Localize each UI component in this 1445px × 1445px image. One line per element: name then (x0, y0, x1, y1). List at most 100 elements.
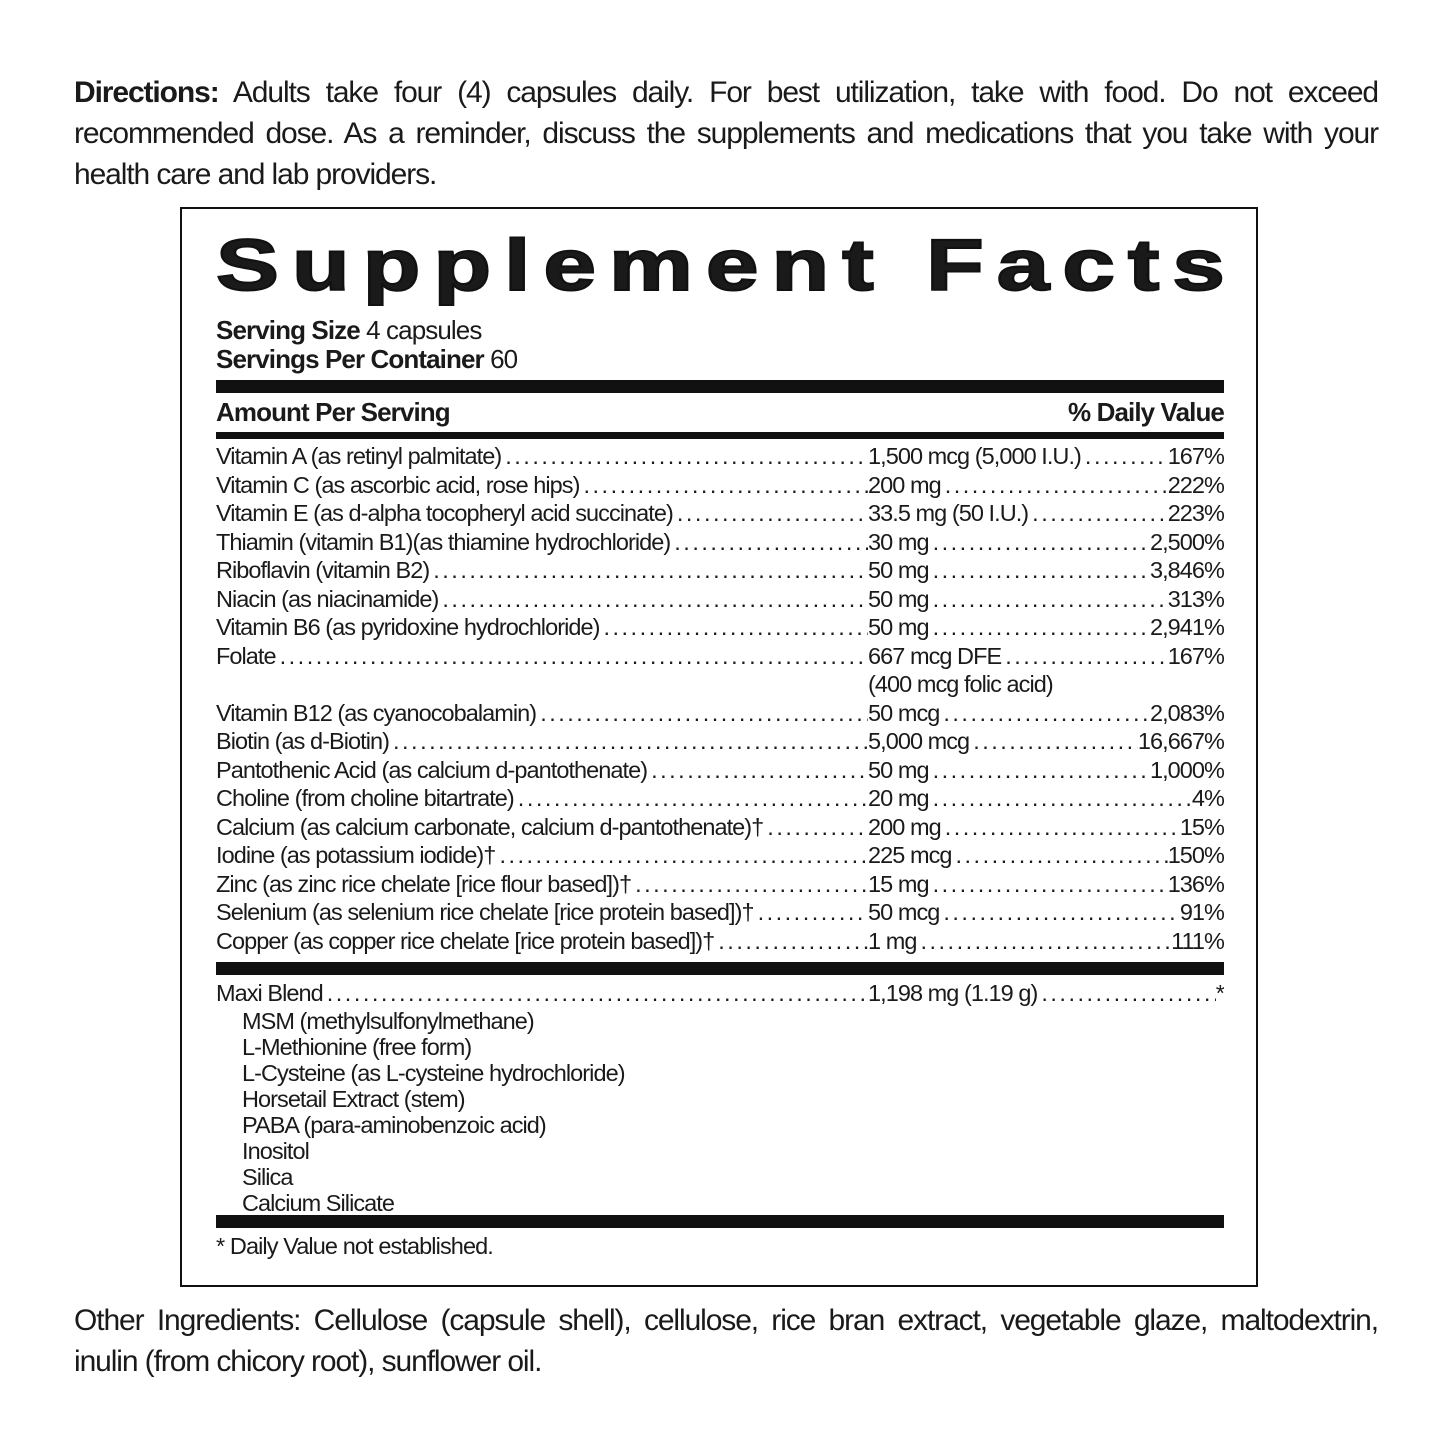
nutrient-row: Choline (from choline bitartrate) 20 mg 4% (216, 784, 1224, 813)
nutrient-amount: 200 mg (868, 471, 942, 498)
nutrient-row: Thiamin (vitamin B1)(as thiamine hydroch… (216, 528, 1224, 557)
nutrient-row-continued: (400 mcg folic acid) (216, 670, 1224, 699)
nutrient-name: Thiamin (vitamin B1)(as thiamine hydroch… (216, 528, 671, 555)
nutrient-row: Copper (as copper rice chelate [rice pro… (216, 927, 1224, 956)
other-ingredients: Other Ingredients: Cellulose (capsule sh… (74, 1304, 1379, 1378)
servings-count: 60 (483, 344, 518, 374)
nutrient-rows: Vitamin A (as retinyl palmitate) 1,500 mc… (216, 442, 1224, 955)
dv-header: % Daily Value (1068, 397, 1225, 427)
nutrient-dv: 4% (1191, 785, 1224, 811)
blend-name: Maxi Blend (216, 980, 324, 1006)
column-header: Amount Per Serving % Daily Value (216, 397, 1225, 428)
nutrient-amount: 50 mg (868, 585, 930, 612)
nutrient-amount: 1,500 mcg (5,000 I.U.) (868, 443, 1082, 469)
nutrient-row: Folate 667 mcg DFE 167% (216, 642, 1224, 671)
panel-title: Supplement Facts (215, 225, 1238, 307)
nutrient-dv: 1,000% (1149, 756, 1224, 783)
nutrient-name: Vitamin B12 (as cyanocobalamin) (216, 699, 537, 726)
nutrient-amount: 33.5 mg (50 I.U.) (868, 500, 1029, 526)
serving-info: Serving Size 4 capsules Servings Per Con… (216, 316, 1224, 374)
nutrient-dv: 15% (1179, 813, 1224, 840)
nutrient-row: Vitamin E (as d-alpha tocopheryl acid su… (216, 499, 1224, 528)
nutrient-name: Calcium (as calcium carbonate, calcium d… (216, 813, 764, 840)
nutrient-dv: 313% (1167, 585, 1224, 612)
nutrient-amount: 5,000 mcg (868, 728, 970, 754)
nutrient-name: Riboflavin (vitamin B2) (216, 557, 430, 583)
directions-text: Directions: Adults take four (4) capsule… (74, 72, 1379, 195)
nutrient-dv: 91% (1179, 899, 1224, 925)
nutrient-row: Zinc (as zinc rice chelate [rice flour b… (216, 870, 1224, 899)
amount-header: Amount Per Serving (216, 397, 451, 427)
nutrient-dv: 222% (1167, 471, 1224, 498)
directions-body: Adults take four (4) capsules daily. For… (74, 76, 1379, 191)
nutrient-name: Zinc (as zinc rice chelate [rice flour b… (216, 870, 632, 897)
nutrient-row: Vitamin B12 (as cyanocobalamin) 50 mcg 2,0… (216, 699, 1224, 728)
serving-size-label: Serving Size (216, 315, 361, 345)
blend-ingredient: Inositol (242, 1137, 310, 1164)
nutrient-amount: 50 mg (868, 557, 930, 583)
nutrient-row: Vitamin A (as retinyl palmitate) 1,500 mc… (216, 442, 1224, 471)
nutrient-row: Pantothenic Acid (as calcium d-pantothen… (216, 756, 1224, 785)
nutrient-dv: 2,500% (1149, 528, 1224, 555)
nutrient-name: Iodine (as potassium iodide)† (216, 842, 496, 868)
nutrient-amount: 50 mcg (868, 699, 940, 726)
nutrient-dv: 167% (1167, 642, 1224, 669)
blend-ingredient: MSM (methylsulfonylmethane) (242, 1007, 535, 1034)
blend-dv: * (1215, 980, 1224, 1006)
nutrient-row: Riboflavin (vitamin B2) 50 mg 3,846% (216, 556, 1224, 585)
blend-ingredient: Silica (242, 1163, 293, 1190)
nutrient-name: Vitamin E (as d-alpha tocopheryl acid su… (216, 500, 674, 526)
nutrient-amount: 15 mg (868, 870, 930, 897)
nutrient-amount: 50 mg (868, 756, 930, 783)
nutrient-dv: 16,667% (1137, 728, 1224, 754)
nutrient-name: Vitamin B6 (as pyridoxine hydrochloride) (216, 614, 600, 640)
nutrient-name: Niacin (as niacinamide) (216, 585, 439, 612)
nutrient-row: Vitamin C (as ascorbic acid, rose hips) 2… (216, 471, 1224, 500)
nutrient-row: Selenium (as selenium rice chelate [rice… (216, 898, 1224, 927)
nutrient-row: Calcium (as calcium carbonate, calcium d… (216, 813, 1224, 842)
divider-medium (216, 432, 1224, 439)
nutrient-row: Niacin (as niacinamide) 50 mg 313% (216, 585, 1224, 614)
nutrient-amount: 225 mcg (868, 842, 952, 868)
nutrient-name: Pantothenic Acid (as calcium d-pantothen… (216, 756, 648, 783)
nutrient-row: Vitamin B6 (as pyridoxine hydrochloride)… (216, 613, 1224, 642)
divider-thick (216, 380, 1224, 393)
serving-size: 4 capsules (359, 315, 482, 345)
nutrient-row: Biotin (as d-Biotin) 5,000 mcg 16,667% (216, 727, 1224, 756)
nutrient-name: Choline (from choline bitartrate) (216, 785, 515, 811)
nutrient-name: Selenium (as selenium rice chelate [rice… (216, 899, 755, 925)
nutrient-amount: 1 mg (868, 927, 917, 954)
supplement-facts-panel: Supplement Facts Serving Size 4 capsules… (180, 207, 1258, 1287)
nutrient-name: Vitamin A (as retinyl palmitate) (216, 443, 502, 469)
blend-ingredient: Horsetail Extract (stem) (242, 1085, 466, 1112)
nutrient-dv: 136% (1167, 870, 1224, 897)
nutrient-dv: 3,846% (1149, 557, 1224, 583)
nutrient-dv: 2,083% (1149, 699, 1224, 726)
directions-label: Directions: (74, 76, 220, 109)
blend-row: Maxi Blend 1,198 mg (1.19 g) * (216, 979, 1224, 1008)
nutrient-name: Vitamin C (as ascorbic acid, rose hips) (216, 471, 580, 498)
nutrient-name: Biotin (as d-Biotin) (216, 728, 390, 754)
blend-ingredient: L-Cysteine (as L-cysteine hydrochloride) (242, 1059, 626, 1086)
nutrient-row: Iodine (as potassium iodide)† 225 mcg 150% (216, 841, 1224, 870)
nutrient-amount: 50 mcg (868, 899, 940, 925)
nutrient-amount: 667 mcg DFE (868, 642, 1002, 669)
blend-ingredient: Calcium Silicate (242, 1189, 395, 1216)
blend-section: Maxi Blend 1,198 mg (1.19 g) * MSM (methy… (216, 979, 1224, 1216)
blend-amount: 1,198 mg (1.19 g) (868, 980, 1038, 1006)
divider-thick (216, 1215, 1224, 1228)
nutrient-dv: 223% (1167, 500, 1224, 526)
nutrient-amount: 20 mg (868, 785, 930, 811)
nutrient-dv: 167% (1167, 443, 1224, 469)
blend-ingredient: PABA (para-aminobenzoic acid) (242, 1111, 547, 1138)
nutrient-name: Copper (as copper rice chelate [rice pro… (216, 927, 715, 954)
blend-ingredient: L-Methionine (free form) (242, 1033, 472, 1060)
nutrient-amount: 30 mg (868, 528, 930, 555)
divider-thick (216, 962, 1224, 975)
nutrient-dv: 111% (1171, 927, 1224, 954)
nutrient-amount: 50 mg (868, 614, 930, 640)
nutrient-name: Folate (216, 642, 277, 669)
nutrient-amount: 200 mg (868, 813, 942, 840)
nutrient-dv: 150% (1167, 842, 1224, 868)
nutrient-dv: 2,941% (1149, 614, 1224, 640)
